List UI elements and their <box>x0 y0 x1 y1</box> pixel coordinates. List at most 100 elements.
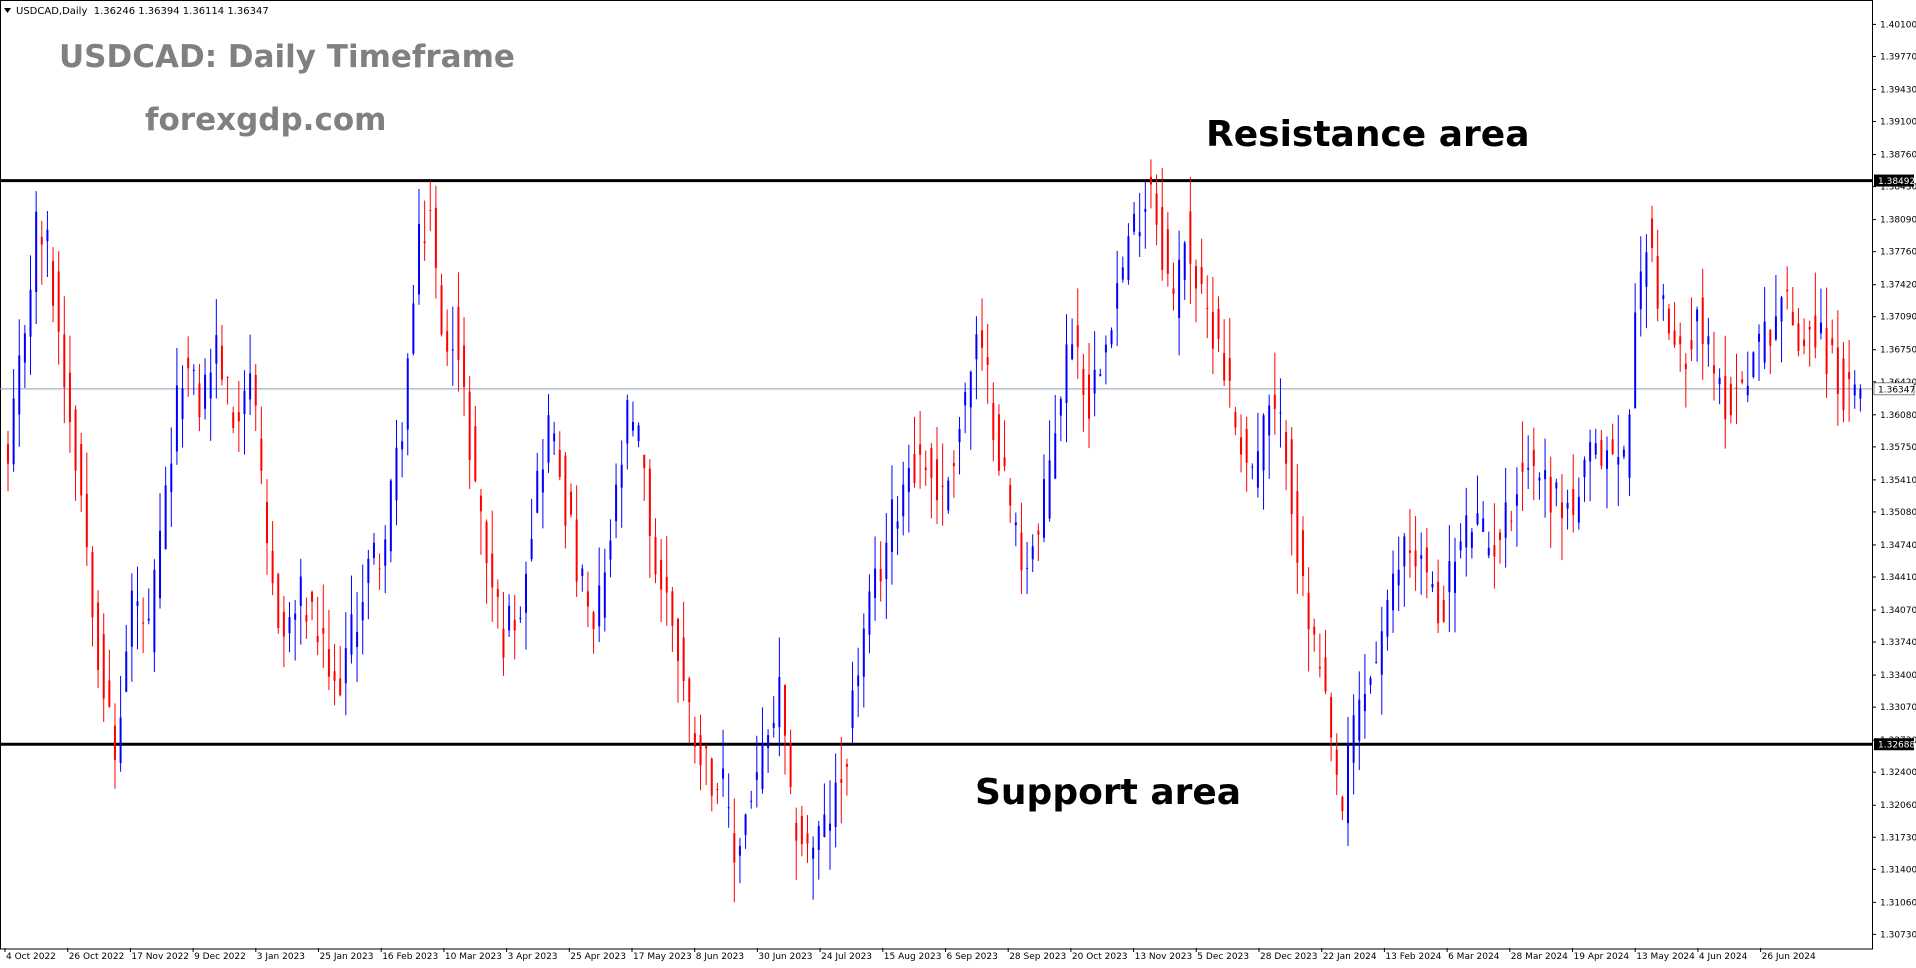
candle-body <box>829 823 832 831</box>
candle-body <box>1313 626 1316 635</box>
candle-body <box>705 744 708 749</box>
candle-body <box>586 591 589 607</box>
candle-body <box>1403 536 1406 567</box>
current-price-tag <box>1873 382 1915 396</box>
y-tick-label: 1.38760 <box>1880 151 1916 161</box>
candle-body <box>789 742 792 787</box>
candle-body <box>722 768 725 779</box>
candle-body <box>1121 267 1124 280</box>
y-tick-label: 1.37420 <box>1880 281 1916 291</box>
y-tick-label: 1.32060 <box>1880 801 1916 811</box>
candle-body <box>1718 377 1721 385</box>
candle-body <box>74 409 77 471</box>
candle-body <box>783 685 786 736</box>
x-tick-label: 8 Jun 2023 <box>696 952 744 962</box>
candle-body <box>367 558 370 584</box>
candle-body <box>496 589 499 597</box>
candle-body <box>997 414 1000 471</box>
candle-body <box>778 676 781 728</box>
candle-body <box>513 619 516 631</box>
candle-body <box>952 463 955 467</box>
candle-body <box>812 847 815 859</box>
candle-body <box>463 345 466 387</box>
candle-body <box>902 484 905 517</box>
y-tick-label: 1.38090 <box>1880 216 1916 226</box>
candle-body <box>12 398 15 465</box>
candle-body <box>1268 405 1271 436</box>
candle-body <box>660 559 663 590</box>
candle-body <box>1042 479 1045 538</box>
candle-body <box>558 449 561 477</box>
x-tick-label: 6 Sep 2023 <box>947 952 998 962</box>
candle-body <box>1273 394 1276 409</box>
candle-body <box>1634 312 1637 408</box>
candle-body <box>181 388 184 420</box>
candle-body <box>710 758 713 796</box>
candle-body <box>401 441 404 450</box>
candle-body <box>981 330 984 348</box>
x-tick-label: 3 Apr 2023 <box>508 952 558 962</box>
candle-body <box>637 425 640 442</box>
candle-body <box>1048 460 1051 519</box>
candle-body <box>874 568 877 599</box>
candle-body <box>1431 583 1434 588</box>
candle-body <box>1037 530 1040 535</box>
candle-body <box>1808 326 1811 330</box>
candle-body <box>23 333 26 363</box>
x-tick-label: 4 Jun 2024 <box>1699 952 1748 962</box>
candle-body <box>1786 289 1789 292</box>
candle-body <box>356 631 359 647</box>
candle-body <box>1560 502 1563 519</box>
candle-body <box>1628 414 1631 478</box>
candle-body <box>1679 336 1682 345</box>
candle-body <box>1819 322 1822 334</box>
header-group: USDCAD,Daily 1.36246 1.36394 1.36114 1.3… <box>4 6 269 17</box>
candle-body <box>1763 321 1766 363</box>
candle-body <box>1712 365 1715 374</box>
candle-body <box>97 602 100 670</box>
symbol-info-line: USDCAD,Daily 1.36246 1.36394 1.36114 1.3… <box>16 6 269 17</box>
y-tick-label: 1.38430 <box>1880 183 1916 193</box>
y-tick-label: 1.40100 <box>1880 20 1916 30</box>
candle-body <box>1566 502 1569 509</box>
candle-body <box>1656 255 1659 309</box>
x-tick-label: 30 Jun 2023 <box>758 952 812 962</box>
candle-body <box>1667 308 1670 334</box>
candle-body <box>254 374 257 406</box>
candle-body <box>1437 581 1440 624</box>
candle-body <box>479 495 482 512</box>
candle-body <box>840 779 843 783</box>
x-tick-label: 25 Jan 2023 <box>320 952 374 962</box>
x-tick-label: 9 Dec 2022 <box>194 952 246 962</box>
candle-body <box>187 357 190 369</box>
candle-body <box>581 568 584 577</box>
candle-body <box>975 334 978 360</box>
candle-body <box>1673 330 1676 345</box>
x-tick-label: 19 Apr 2024 <box>1574 952 1630 962</box>
candle-body <box>164 485 167 550</box>
candle-body <box>1358 699 1361 741</box>
candle-body <box>1099 374 1102 376</box>
candle-body <box>1054 433 1057 479</box>
dropdown-triangle-icon[interactable] <box>4 8 11 13</box>
candle-body <box>823 814 826 837</box>
candle-body <box>553 433 556 442</box>
candle-body <box>344 648 347 684</box>
candle-body <box>536 470 539 513</box>
candle-body <box>316 636 319 643</box>
candle-body <box>91 552 94 618</box>
candle-body <box>85 493 88 548</box>
candle-body <box>1420 555 1423 559</box>
candle-body <box>147 618 150 621</box>
candle-body <box>119 717 122 763</box>
candle-body <box>1538 477 1541 481</box>
x-tick-label: 5 Dec 2023 <box>1197 952 1249 962</box>
candle-body <box>204 374 207 409</box>
candle-body <box>1307 592 1310 630</box>
candle-body <box>1544 470 1547 480</box>
candle-body <box>716 788 719 790</box>
candle-body <box>570 491 573 515</box>
candle-body <box>57 271 60 332</box>
candle-body <box>986 357 989 365</box>
candle-body <box>333 671 336 681</box>
